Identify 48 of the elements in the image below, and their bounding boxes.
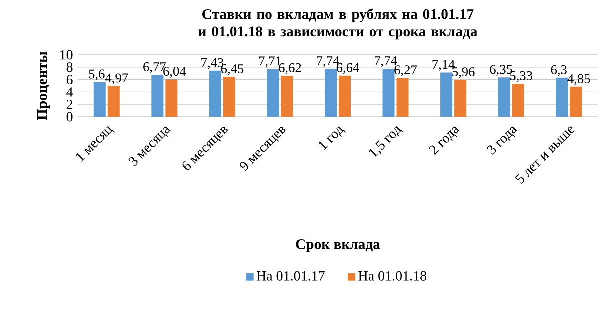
x-tick-label: 1,5 год xyxy=(369,126,404,158)
x-tick-label: 1 год xyxy=(319,126,346,150)
bar xyxy=(396,78,409,117)
bar xyxy=(382,69,395,117)
bar xyxy=(556,78,568,117)
bar xyxy=(454,80,467,117)
data-label: 6,62 xyxy=(279,63,302,74)
data-label: 6,77 xyxy=(144,62,166,74)
data-label: 4,97 xyxy=(105,74,128,85)
data-label: 7,71 xyxy=(259,56,282,68)
data-label: 7,43 xyxy=(202,58,224,70)
bar xyxy=(498,78,510,117)
bar xyxy=(440,72,453,117)
bar xyxy=(94,82,106,117)
y-tick-label: 4 xyxy=(66,88,74,97)
data-label: 5,6 xyxy=(89,70,105,81)
bar xyxy=(267,69,280,117)
chart-title: Ставки по вкладам в рублях на 01.01.17 и 01.01.18 в зависимости от срока вклада xyxy=(198,8,478,40)
bar xyxy=(281,76,294,117)
x-axis-title: Срок вклада xyxy=(296,240,380,252)
legend-label: На 01.01.17 xyxy=(256,271,325,281)
bar xyxy=(512,84,524,117)
data-label: 6,3 xyxy=(551,65,567,76)
bar xyxy=(570,86,582,117)
y-tick-label: 6 xyxy=(66,75,73,85)
bar xyxy=(223,77,236,117)
bar xyxy=(209,70,222,117)
bar xyxy=(166,80,178,117)
y-tick-label: 2 xyxy=(66,100,73,110)
bar xyxy=(338,76,351,117)
bar xyxy=(108,86,120,117)
y-tick-label: 10 xyxy=(60,50,73,60)
data-label: 6,45 xyxy=(221,64,244,76)
bar xyxy=(152,75,164,117)
data-label: 6,04 xyxy=(164,67,186,78)
data-label: 5,96 xyxy=(452,68,475,78)
data-label: 5,33 xyxy=(510,71,532,82)
y-tick-label: 0 xyxy=(66,112,73,122)
data-label: 7,74 xyxy=(374,56,398,68)
data-label: 6,27 xyxy=(394,66,418,77)
x-tick-label: 3 года xyxy=(486,126,518,155)
data-label: 6,35 xyxy=(490,65,512,76)
data-label: 7,14 xyxy=(432,60,456,72)
y-tick-label: 8 xyxy=(66,62,73,72)
y-axis-title: Проценты xyxy=(37,52,50,120)
x-tick-label: 2 года xyxy=(429,126,460,156)
legend-label: На 01.01.18 xyxy=(358,271,427,281)
bar xyxy=(324,69,337,117)
